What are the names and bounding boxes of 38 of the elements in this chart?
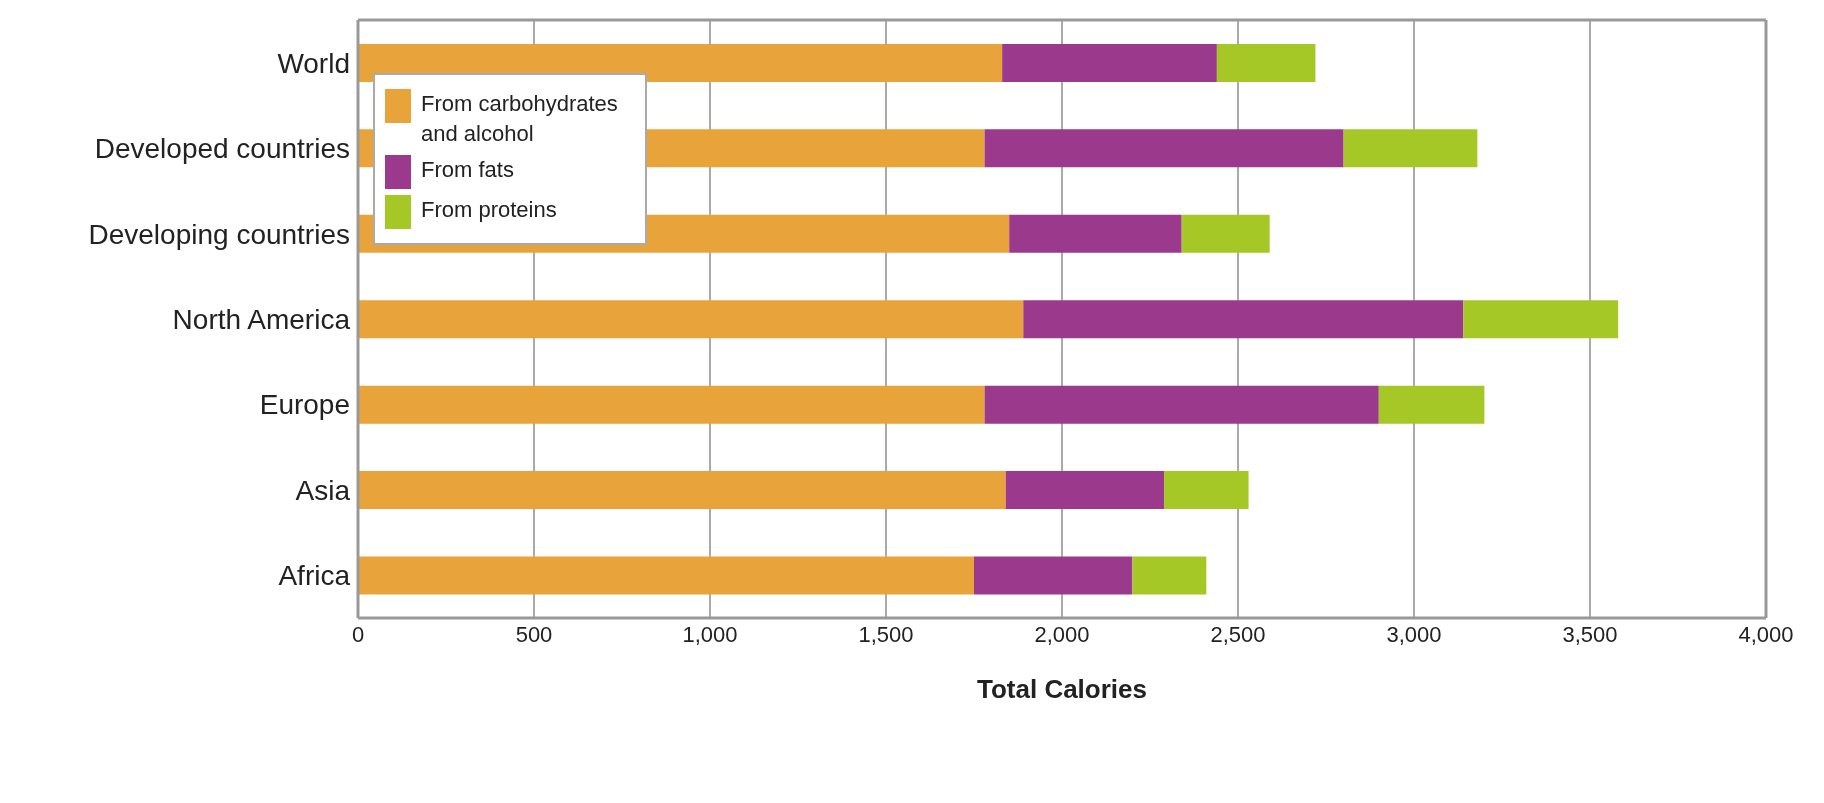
bar	[1009, 214, 1182, 253]
y-tick-label: Africa	[278, 560, 351, 592]
bar	[1378, 385, 1485, 424]
bar	[1002, 43, 1217, 82]
y-tick-label: World	[277, 47, 350, 79]
bar	[1005, 471, 1165, 510]
y-tick-label: Developing countries	[88, 218, 350, 250]
bar	[358, 556, 974, 595]
bar	[1132, 556, 1207, 595]
legend-label: From proteins	[421, 196, 557, 224]
x-tick-label: 2,000	[1034, 621, 1090, 647]
x-tick-label: 2,500	[1210, 621, 1266, 647]
legend-label: From carbohydrates and alcohol	[421, 90, 619, 148]
x-tick-label: 1,000	[682, 621, 738, 647]
bar	[1181, 214, 1270, 253]
bar	[1463, 300, 1619, 339]
bar	[1164, 471, 1249, 510]
x-tick-label: 3,000	[1386, 621, 1442, 647]
x-tick-label: 0	[351, 621, 365, 647]
bar	[1216, 43, 1316, 82]
bar	[1343, 129, 1478, 168]
y-tick-label: Asia	[295, 474, 351, 506]
y-tick-label: Developed countries	[94, 133, 350, 165]
bar	[358, 385, 985, 424]
y-tick-label: Europe	[259, 389, 350, 421]
bar	[984, 385, 1379, 424]
x-tick-label: 4,000	[1738, 621, 1794, 647]
bar	[358, 300, 1024, 339]
bar	[358, 471, 1006, 510]
bar	[1023, 300, 1464, 339]
x-tick-label: 1,500	[858, 621, 914, 647]
legend-label: From fats	[421, 156, 514, 184]
bar	[984, 129, 1344, 168]
x-tick-label: 3,500	[1562, 621, 1618, 647]
x-axis-title: Total Calories	[976, 674, 1148, 704]
bar	[974, 556, 1133, 595]
y-tick-label: North America	[172, 303, 351, 335]
x-tick-label: 500	[515, 621, 553, 647]
